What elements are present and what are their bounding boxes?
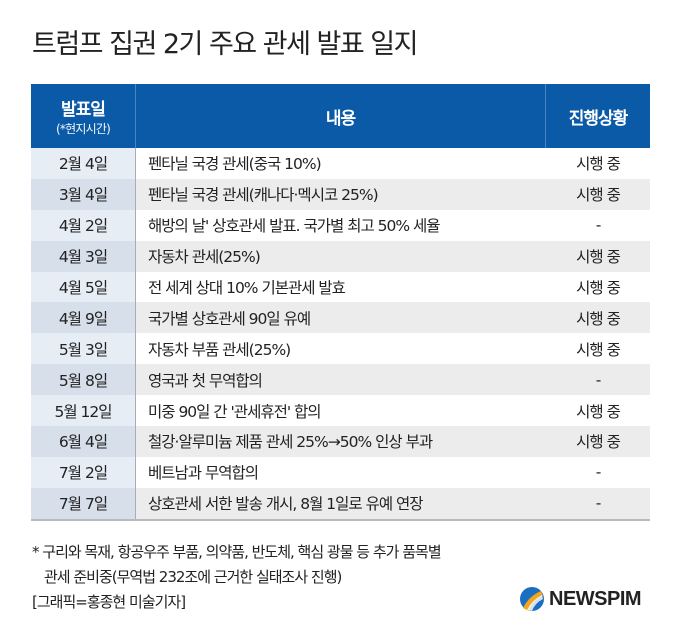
date-cell: 7월 7일 (31, 487, 136, 519)
content-cell: 자동차 부품 관세(25%) (136, 333, 546, 365)
status-cell: 시행 중 (546, 240, 650, 272)
newspim-logo: NEWSPIM (519, 586, 642, 612)
table-row: 7월 2일 베트남과 무역합의 - (31, 456, 650, 488)
content-cell: 자동차 관세(25%) (136, 240, 546, 272)
status-cell: 시행 중 (546, 395, 650, 427)
status-cell: 시행 중 (546, 302, 650, 334)
footnote-line2: 관세 준비중(무역법 232조에 근거한 실태조사 진행) (44, 568, 342, 586)
header-date: 발표일 (*현지시간) (31, 84, 136, 148)
content-cell: 영국과 첫 무역합의 (136, 364, 546, 396)
table-row: 4월 5일 전 세계 상대 10% 기본관세 발효 시행 중 (31, 271, 650, 303)
table-row: 7월 7일 상호관세 서한 발송 개시, 8월 1일로 유예 연장 - (31, 487, 650, 519)
header-status: 진행상황 (546, 84, 650, 148)
content-cell: 베트남과 무역합의 (136, 456, 546, 488)
page-title: 트럼프 집권 2기 주요 관세 발표 일지 (32, 29, 418, 60)
date-cell: 4월 2일 (31, 209, 136, 241)
table-row: 4월 3일 자동차 관세(25%) 시행 중 (31, 240, 650, 272)
content-cell: 상호관세 서한 발송 개시, 8월 1일로 유예 연장 (136, 487, 546, 519)
date-cell: 3월 4일 (31, 178, 136, 210)
header-date-sub: (*현지시간) (56, 122, 111, 136)
newspim-logo-icon (520, 587, 544, 611)
table-row: 4월 9일 국가별 상호관세 90일 유예 시행 중 (31, 302, 650, 334)
content-cell: 철강·알루미늄 제품 관세 25%→50% 인상 부과 (136, 426, 546, 457)
date-cell: 7월 2일 (31, 456, 136, 488)
content-cell: 펜타닐 국경 관세(중국 10%) (136, 148, 546, 179)
date-cell: 6월 4일 (31, 426, 136, 457)
table-row: 6월 4일 철강·알루미늄 제품 관세 25%→50% 인상 부과 시행 중 (31, 426, 650, 457)
footnote-line1: * 구리와 목재, 항공우주 부품, 의약품, 반도체, 핵심 광물 등 추가 … (32, 543, 442, 561)
date-cell: 5월 3일 (31, 333, 136, 365)
status-cell: 시행 중 (546, 426, 650, 457)
footnote: * 구리와 목재, 항공우주 부품, 의약품, 반도체, 핵심 광물 등 추가 … (32, 540, 442, 615)
tariff-timeline-table: 발표일 (*현지시간) 내용 진행상황 2월 4일 펜타닐 국경 관세(중국 10… (31, 84, 650, 521)
date-cell: 4월 9일 (31, 302, 136, 334)
table-row: 2월 4일 펜타닐 국경 관세(중국 10%) 시행 중 (31, 148, 650, 179)
status-cell: - (546, 209, 650, 241)
status-cell: 시행 중 (546, 148, 650, 179)
status-cell: 시행 중 (546, 333, 650, 365)
date-cell: 2월 4일 (31, 148, 136, 179)
graphic-credit: [그래픽=홍종현 미술기자] (32, 593, 186, 611)
content-cell: 국가별 상호관세 90일 유예 (136, 302, 546, 334)
date-cell: 4월 3일 (31, 240, 136, 272)
status-cell: 시행 중 (546, 271, 650, 303)
status-cell: 시행 중 (546, 178, 650, 210)
status-cell: - (546, 487, 650, 519)
content-cell: 전 세계 상대 10% 기본관세 발효 (136, 271, 546, 303)
table-row: 5월 12일 미중 90일 간 '관세휴전' 합의 시행 중 (31, 395, 650, 427)
content-cell: 펜타닐 국경 관세(캐나다·멕시코 25%) (136, 178, 546, 210)
status-cell: - (546, 364, 650, 396)
table-body: 2월 4일 펜타닐 국경 관세(중국 10%) 시행 중 3월 4일 펜타닐 국경 관세… (31, 148, 650, 519)
newspim-logo-text: NEWSPIM (549, 587, 642, 610)
table-row: 3월 4일 펜타닐 국경 관세(캐나다·멕시코 25%) 시행 중 (31, 178, 650, 210)
content-cell: 해방의 날' 상호관세 발표. 국가별 최고 50% 세율 (136, 209, 546, 241)
content-cell: 미중 90일 간 '관세휴전' 합의 (136, 395, 546, 427)
date-cell: 5월 8일 (31, 364, 136, 396)
header-content: 내용 (136, 84, 546, 148)
header-date-label: 발표일 (61, 100, 106, 120)
status-cell: - (546, 456, 650, 488)
table-row: 5월 3일 자동차 부품 관세(25%) 시행 중 (31, 333, 650, 365)
date-cell: 4월 5일 (31, 271, 136, 303)
table-row: 5월 8일 영국과 첫 무역합의 - (31, 364, 650, 396)
table-header: 발표일 (*현지시간) 내용 진행상황 (31, 84, 650, 148)
header-status-label: 진행상황 (568, 108, 629, 129)
date-cell: 5월 12일 (31, 395, 136, 427)
header-content-label: 내용 (325, 108, 356, 129)
table-row: 4월 2일 해방의 날' 상호관세 발표. 국가별 최고 50% 세율 - (31, 209, 650, 241)
